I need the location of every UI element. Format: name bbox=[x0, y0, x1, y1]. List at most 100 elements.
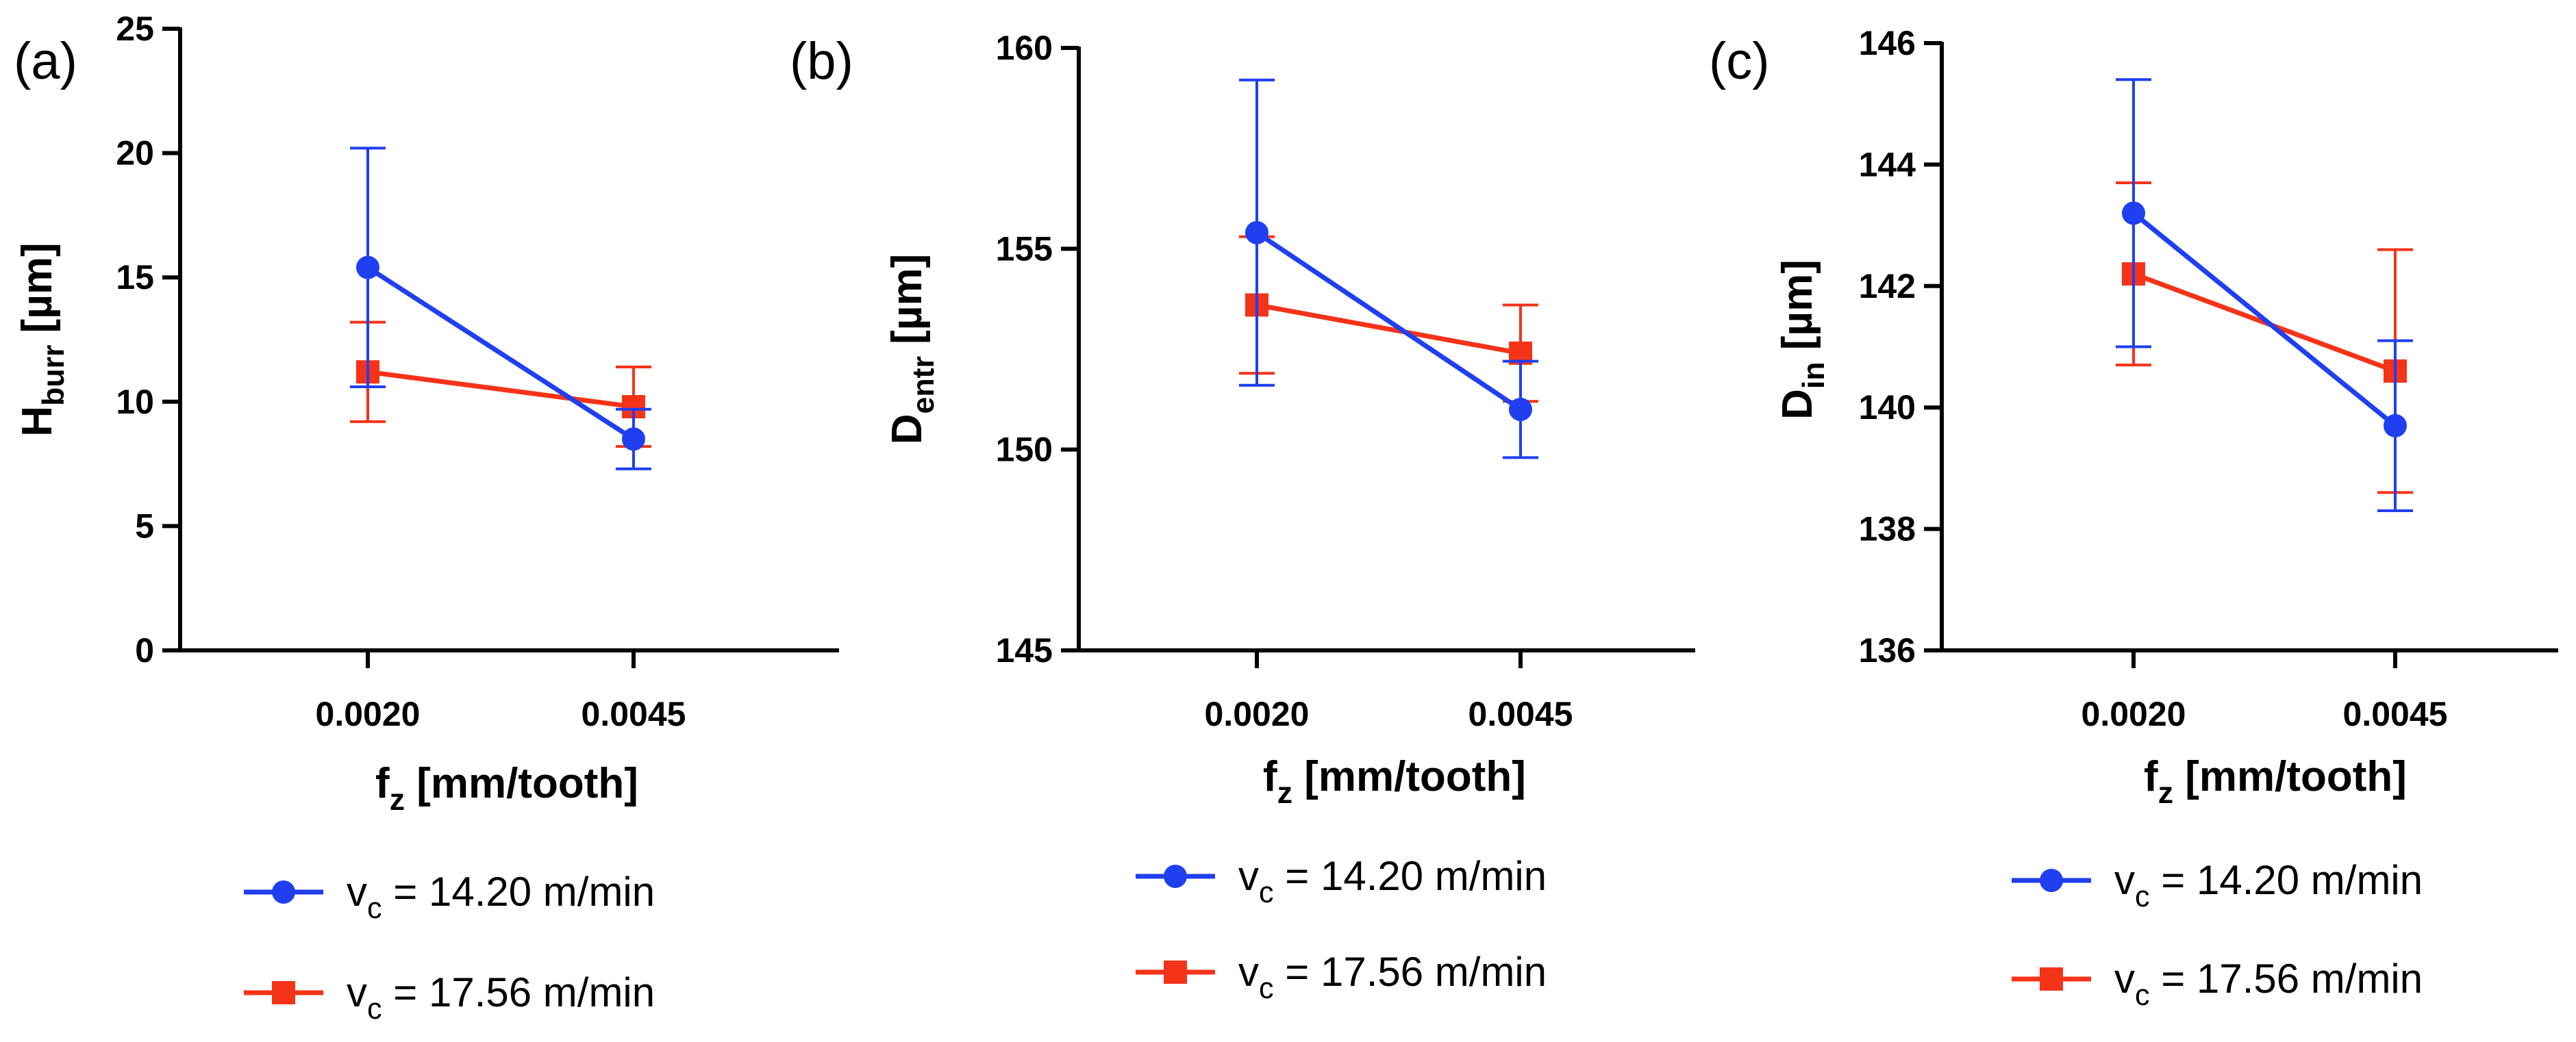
y-tick-label: 5 bbox=[135, 507, 154, 545]
panel-label: (a) bbox=[14, 32, 77, 90]
x-tick-label: 0.0020 bbox=[2081, 695, 2186, 733]
series-line bbox=[2131, 211, 2397, 428]
x-tick-label: 0.0020 bbox=[316, 695, 421, 733]
y-axis-title-main: D bbox=[1774, 389, 1821, 420]
y-tick-label: 15 bbox=[116, 258, 154, 296]
y-tick-label: 138 bbox=[1859, 510, 1916, 548]
y-tick-label: 146 bbox=[1859, 24, 1916, 62]
legend-label-sub: c bbox=[1259, 876, 1274, 909]
legend-label-sub: c bbox=[2135, 880, 2150, 913]
legend-label-main: v bbox=[347, 969, 367, 1015]
panel-a: (a) 0 5 10 15 20 25 0.0020 0.0045 fz [mm/tooth] Hb… bbox=[14, 10, 839, 1026]
y-axis-title-rest: [µm] bbox=[884, 254, 931, 356]
legend-label-rest: = 17.56 m/min bbox=[1274, 949, 1547, 995]
panel-label: (c) bbox=[1709, 32, 1770, 90]
x-tick-label: 0.0045 bbox=[582, 695, 686, 733]
y-tick-label: 140 bbox=[1859, 388, 1916, 427]
y-axis-title: Hburr [µm] bbox=[14, 242, 71, 436]
legend-label: vc = 17.56 m/min bbox=[1238, 949, 1547, 1005]
legend-label: vc = 17.56 m/min bbox=[2114, 956, 2423, 1012]
legend-label-main: v bbox=[1238, 949, 1259, 995]
x-tick-label: 0.0045 bbox=[2343, 695, 2448, 733]
legend-item: vc = 17.56 m/min bbox=[244, 969, 655, 1026]
x-tick-label: 0.0020 bbox=[1205, 695, 1310, 733]
x-axis-title-main: f bbox=[2144, 753, 2158, 800]
data-point bbox=[1245, 220, 1268, 244]
y-tick-label: 150 bbox=[996, 431, 1053, 469]
series-blue bbox=[350, 147, 651, 470]
y-axis-title-sub: in bbox=[1797, 361, 1831, 389]
legend-label-rest: = 14.20 m/min bbox=[2150, 857, 2423, 903]
x-tick-label: 0.0045 bbox=[1468, 695, 1573, 733]
panel-b: (b) 145 150 155 160 0.0020 0.0045 fz [mm/tooth]… bbox=[790, 29, 1695, 1005]
legend-label-rest: = 14.20 m/min bbox=[382, 869, 655, 915]
legend-label: vc = 17.56 m/min bbox=[347, 969, 655, 1026]
legend-item: vc = 14.20 m/min bbox=[2012, 857, 2423, 913]
legend-label: vc = 14.20 m/min bbox=[2114, 857, 2423, 913]
series-blue bbox=[1239, 78, 1538, 459]
y-axis-title-sub: burr bbox=[37, 345, 71, 406]
data-point bbox=[356, 255, 379, 279]
legend-label-main: v bbox=[1238, 853, 1259, 899]
x-axis-title-sub: z bbox=[390, 783, 405, 817]
series-line bbox=[1255, 230, 1522, 411]
x-axis-title-sub: z bbox=[2158, 776, 2173, 810]
y-axis-title: Dentr [µm] bbox=[884, 254, 940, 444]
legend-label-rest: = 17.56 m/min bbox=[2150, 956, 2423, 1002]
x-axis-title: fz [mm/tooth] bbox=[2144, 753, 2407, 810]
x-axis-title-main: f bbox=[1263, 753, 1277, 800]
legend-label-rest: = 17.56 m/min bbox=[382, 969, 655, 1015]
legend-item: vc = 17.56 m/min bbox=[2012, 956, 2423, 1012]
legend-label: vc = 14.20 m/min bbox=[1238, 853, 1547, 909]
x-axis-title-rest: [mm/tooth] bbox=[2173, 753, 2407, 800]
legend-label-sub: c bbox=[367, 993, 382, 1026]
legend-label-main: v bbox=[347, 869, 367, 915]
y-axis-title: Din [µm] bbox=[1774, 259, 1831, 420]
y-tick-label: 20 bbox=[116, 134, 154, 173]
y-axis-title-rest: [µm] bbox=[14, 242, 61, 344]
legend-label-main: v bbox=[2114, 857, 2135, 903]
x-axis-title: fz [mm/tooth] bbox=[1263, 753, 1526, 810]
legend-label-rest: = 14.20 m/min bbox=[1274, 853, 1547, 899]
legend-item: vc = 14.20 m/min bbox=[1136, 853, 1547, 909]
legend-marker bbox=[1164, 961, 1187, 984]
y-tick-label: 10 bbox=[116, 383, 154, 421]
legend-marker bbox=[2040, 967, 2063, 991]
series-line bbox=[1256, 303, 1521, 356]
x-axis-title-main: f bbox=[375, 760, 390, 807]
x-axis-title-rest: [mm/tooth] bbox=[1292, 753, 1526, 800]
y-tick-label: 0 bbox=[135, 631, 154, 670]
y-axis-title-sub: entr bbox=[907, 356, 940, 414]
panel-c: (c) 136 138 140 142 144 146 0.0020 0.0045 fz [mm/… bbox=[1709, 24, 2558, 1012]
y-tick-label: 145 bbox=[996, 631, 1053, 670]
y-tick-label: 25 bbox=[116, 10, 154, 48]
data-point bbox=[622, 427, 645, 451]
data-point bbox=[2122, 201, 2145, 225]
series-line bbox=[367, 369, 634, 409]
x-axis-title-sub: z bbox=[1277, 776, 1292, 810]
y-tick-label: 155 bbox=[996, 229, 1053, 268]
legend-item: vc = 17.56 m/min bbox=[1136, 949, 1547, 1005]
legend-marker bbox=[1164, 865, 1187, 888]
x-axis-title-rest: [mm/tooth] bbox=[405, 760, 638, 807]
legend-marker bbox=[272, 981, 295, 1004]
y-tick-label: 144 bbox=[1859, 145, 1916, 183]
x-axis-title: fz [mm/tooth] bbox=[375, 760, 638, 817]
legend-marker bbox=[272, 880, 295, 904]
y-axis-title-rest: [µm] bbox=[1774, 259, 1821, 361]
legend-label-main: v bbox=[2114, 956, 2135, 1002]
data-point bbox=[1509, 398, 1532, 421]
series-blue bbox=[2116, 78, 2413, 512]
legend-label-sub: c bbox=[367, 892, 382, 925]
legend-item: vc = 14.20 m/min bbox=[244, 869, 655, 925]
y-axis-title-main: D bbox=[884, 414, 931, 444]
series-red bbox=[2116, 181, 2413, 494]
y-tick-label: 136 bbox=[1859, 631, 1916, 670]
legend-marker bbox=[2040, 869, 2063, 892]
series-line bbox=[366, 265, 635, 442]
data-point bbox=[2384, 414, 2407, 437]
series-red bbox=[350, 320, 651, 448]
y-tick-label: 142 bbox=[1859, 267, 1916, 305]
panel-label: (b) bbox=[790, 32, 853, 90]
